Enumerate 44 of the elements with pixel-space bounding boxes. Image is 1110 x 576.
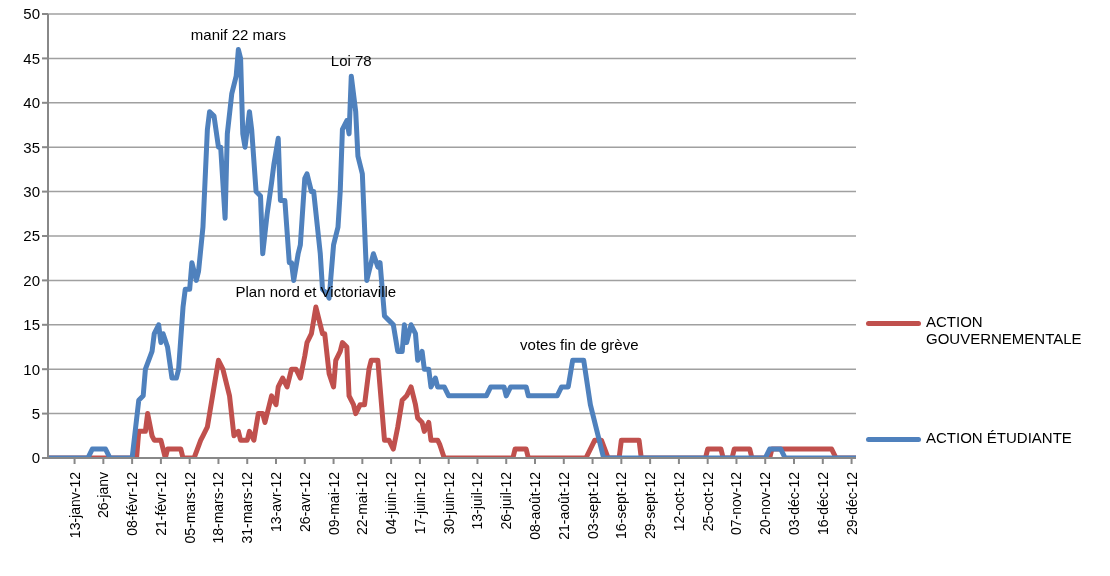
x-tick-label: 03-déc-12 xyxy=(786,471,803,536)
x-tick-label: 26-janv xyxy=(95,472,112,518)
y-tick-label: 35 xyxy=(23,138,40,156)
legend-label: ACTION GOUVERNEMENTALE xyxy=(926,313,1083,347)
y-tick-label: 45 xyxy=(23,49,40,67)
x-tick-label: 29-déc-12 xyxy=(843,471,860,536)
x-tick-label: 20-nov-12 xyxy=(757,471,774,536)
x-tick-label: 29-sept-12 xyxy=(642,471,659,539)
x-tick-label: 03-sept-12 xyxy=(584,471,601,539)
x-tick-label: 17-juin-12 xyxy=(411,471,428,535)
y-tick-label: 40 xyxy=(23,94,40,112)
y-tick-label: 5 xyxy=(31,404,40,422)
y-tick-label: 30 xyxy=(23,182,40,200)
x-tick-label: 25-oct-12 xyxy=(699,471,716,532)
x-tick-label: 13-juil-12 xyxy=(469,471,486,530)
x-tick-label: 12-oct-12 xyxy=(670,471,687,532)
x-tick-label: 08-août-12 xyxy=(527,471,544,540)
y-tick-label: 50 xyxy=(23,5,40,23)
annotation: manif 22 mars xyxy=(190,25,286,43)
x-tick-label: 08-févr-12 xyxy=(124,471,141,536)
y-tick-label: 25 xyxy=(23,227,40,245)
x-tick-label: 13-avr-12 xyxy=(268,471,285,532)
y-tick-label: 0 xyxy=(31,449,40,467)
annotation: Loi 78 xyxy=(330,52,372,70)
x-tick-label: 07-nov-12 xyxy=(728,471,745,536)
x-tick-label: 04-juin-12 xyxy=(383,471,400,535)
y-tick-label: 20 xyxy=(23,271,40,289)
x-tick-label: 05-mars-12 xyxy=(181,471,198,544)
x-tick-label: 26-juil-12 xyxy=(498,471,515,530)
x-tick-label: 16-sept-12 xyxy=(613,471,630,539)
x-tick-label: 31-mars-12 xyxy=(239,471,256,544)
annotation: votes fin de grève xyxy=(520,336,639,354)
x-tick-label: 16-déc-12 xyxy=(814,471,831,536)
y-tick-label: 10 xyxy=(23,360,40,378)
legend-label: ACTION ÉTUDIANTE xyxy=(926,429,1073,446)
x-tick-label: 26-avr-12 xyxy=(296,471,313,532)
x-tick-label: 09-mai-12 xyxy=(325,471,342,536)
x-tick-label: 21-août-12 xyxy=(555,471,572,540)
x-tick-label: 13-janv-12 xyxy=(66,471,83,539)
x-tick-label: 30-juin-12 xyxy=(440,471,457,535)
x-tick-label: 22-mai-12 xyxy=(354,471,371,536)
y-tick-label: 15 xyxy=(23,316,40,334)
x-tick-label: 21-févr-12 xyxy=(152,471,169,536)
x-tick-label: 18-mars-12 xyxy=(210,471,227,544)
